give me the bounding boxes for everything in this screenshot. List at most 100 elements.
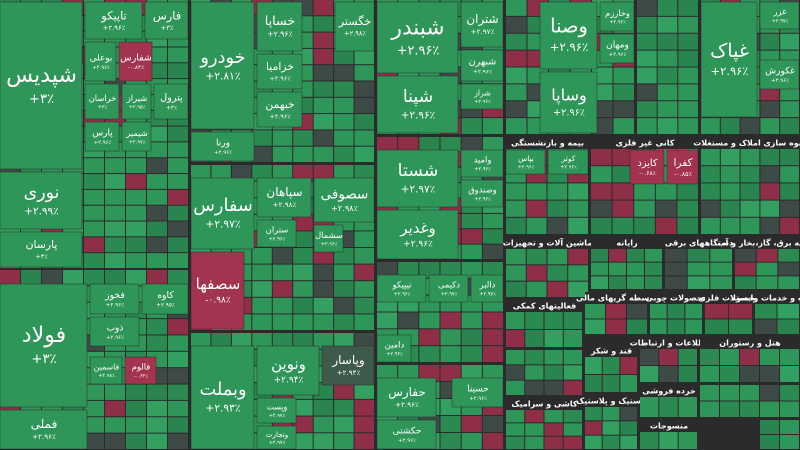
stock-change: +۲.۹۷٪ <box>772 19 789 25</box>
filler-tile <box>612 183 634 200</box>
stock-name: سپاهان <box>266 185 302 199</box>
stock-tile <box>460 149 504 178</box>
stock-name: وپست <box>267 402 288 411</box>
filler-tile <box>544 365 563 380</box>
stock-tile <box>629 149 665 185</box>
filler-tile <box>84 400 104 417</box>
stock-name: شپنا <box>403 87 433 107</box>
filler-tile <box>760 149 780 166</box>
filler-tile <box>740 166 760 183</box>
filler-tile <box>620 435 637 449</box>
filler-tile <box>147 253 167 268</box>
stock-change: +۲.۹۶٪ <box>386 352 403 358</box>
stock-name: خبهمن <box>265 98 294 111</box>
filler-tile <box>547 183 568 200</box>
stock-tile <box>256 219 297 248</box>
filler-tile <box>506 330 525 347</box>
filler-tile <box>506 436 525 449</box>
filler-tile <box>354 433 374 449</box>
stock-change: +۲.۹۷٪ <box>269 440 286 446</box>
filler-tile <box>701 118 720 134</box>
stock-change: +۲.۹۶٪ <box>518 165 535 171</box>
filler-tile <box>313 65 334 81</box>
filler-tile <box>482 262 503 278</box>
stock-change: -۰.۶۲٪ <box>134 374 149 380</box>
filler-tile <box>544 330 563 347</box>
stock-tile <box>190 177 255 250</box>
filler-tile <box>105 384 125 400</box>
filler-tile <box>735 276 756 289</box>
stock-change: +۲.۹۵٪ <box>129 105 146 111</box>
filler-tile <box>563 365 582 380</box>
sector-title: زراعت و خدمات وابسته <box>731 294 800 303</box>
filler-tile <box>293 416 313 433</box>
filler-tile <box>84 270 104 286</box>
stock-tile <box>666 149 699 185</box>
filler-tile <box>657 50 678 67</box>
filler-tile <box>211 165 231 181</box>
filler-tile <box>563 350 582 365</box>
filler-tile <box>461 118 482 134</box>
filler-tile <box>740 118 760 134</box>
stock-tile <box>460 1 504 48</box>
filler-tile <box>419 365 440 381</box>
filler-tile <box>293 399 313 416</box>
stock-name: وخارزم <box>605 8 630 18</box>
filler-tile <box>705 319 728 334</box>
filler-tile <box>544 410 563 423</box>
stock-change: +۳٪ <box>98 104 108 110</box>
filler-tile <box>526 249 547 265</box>
filler-tile <box>252 146 272 162</box>
stock-change: +۲.۹۶٪ <box>269 237 286 243</box>
filler-tile <box>609 262 626 276</box>
filler-tile <box>740 349 759 365</box>
filler-tile <box>272 146 293 162</box>
filler-tile <box>701 183 720 200</box>
stock-change: +۲.۹۶٪ <box>474 167 491 173</box>
filler-tile <box>585 304 605 319</box>
stock-change: +۲.۹۶٪ <box>214 150 232 156</box>
stock-name: شتران <box>466 12 498 27</box>
filler-tile <box>272 248 293 264</box>
filler-tile <box>313 433 334 449</box>
filler-tile <box>293 165 313 181</box>
filler-tile <box>678 366 697 382</box>
filler-tile <box>506 200 526 217</box>
filler-tile <box>334 281 354 297</box>
filler-tile <box>678 50 698 67</box>
filler-tile <box>252 264 272 281</box>
filler-tile <box>313 48 334 65</box>
sector-title: قند و شکر <box>590 347 632 356</box>
filler-tile <box>526 265 547 281</box>
filler-tile <box>377 365 398 381</box>
filler-tile <box>609 276 626 289</box>
filler-tile <box>585 375 602 392</box>
filler-tile <box>105 400 125 417</box>
stock-change: +۲.۹۶٪ <box>403 240 433 250</box>
filler-tile <box>657 33 678 50</box>
filler-tile <box>760 200 780 217</box>
stock-tile <box>256 91 303 128</box>
filler-tile <box>126 158 146 174</box>
stock-change: +۲.۹۸٪ <box>98 373 115 379</box>
filler-tile <box>0 270 20 286</box>
filler-tile <box>544 436 563 449</box>
stock-change: +۲.۹۷٪ <box>205 218 240 231</box>
sector-header <box>735 237 800 248</box>
filler-tile <box>740 217 760 234</box>
filler-tile <box>147 400 167 417</box>
sector-header <box>650 292 703 303</box>
filler-tile <box>334 97 354 114</box>
stock-change: +۲.۹۶٪ <box>269 112 291 120</box>
filler-tile <box>627 319 647 334</box>
filler-tile <box>609 249 626 262</box>
filler-tile <box>563 330 582 347</box>
filler-tile <box>525 330 544 347</box>
sector-title: فعالیتهای کمکی <box>513 302 576 311</box>
filler-tile <box>659 349 678 365</box>
stock-change: +۲.۹۶٪ <box>92 65 110 71</box>
stock-tile <box>376 149 459 208</box>
stock-name: سشمال <box>315 230 343 240</box>
filler-tile <box>147 237 167 253</box>
